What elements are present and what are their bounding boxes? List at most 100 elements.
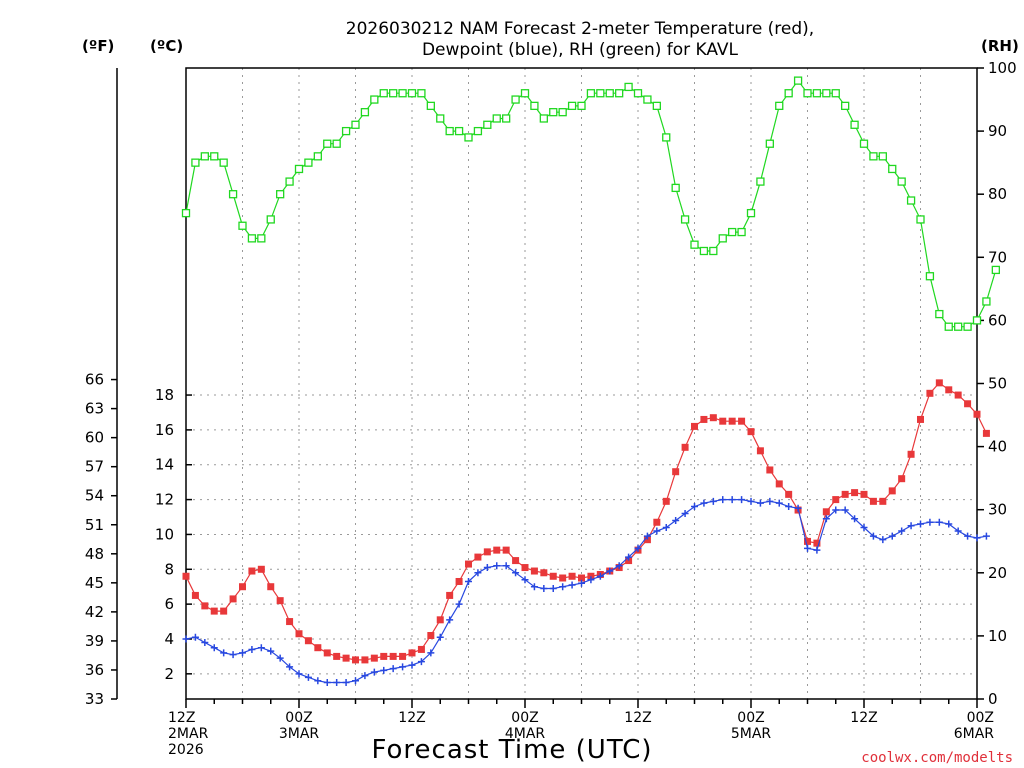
celsius-unit-label: (ºC) <box>150 37 183 55</box>
data-point-marker <box>417 89 426 98</box>
chart-title-line-2: Dewpoint (blue), RH (green) for KAVL <box>422 40 739 60</box>
data-point-marker <box>511 95 520 104</box>
data-point-marker <box>681 443 689 451</box>
data-point-marker <box>540 584 548 592</box>
rh-tick-label: 70 <box>988 248 1007 266</box>
data-point-marker <box>304 158 313 167</box>
data-point-marker <box>210 607 218 615</box>
data-point-marker <box>822 89 831 98</box>
rh-axis: 0 10 20 30 40 50 60 70 80 90 100 <box>977 59 1017 708</box>
data-point-marker <box>690 240 699 249</box>
data-point-marker <box>257 234 266 243</box>
data-point-marker <box>917 520 924 528</box>
data-point-marker <box>473 126 483 136</box>
data-point-marker <box>323 139 332 148</box>
data-point-marker <box>832 496 840 504</box>
data-point-marker <box>520 89 530 98</box>
data-point-marker <box>917 415 924 423</box>
data-point-marker <box>248 645 256 653</box>
data-point-marker <box>578 574 585 582</box>
data-point-marker <box>653 527 661 535</box>
celsius-tick-label: 16 <box>155 421 174 439</box>
data-point-marker <box>341 126 351 136</box>
data-point-marker <box>926 518 934 526</box>
data-point-marker <box>785 490 793 498</box>
data-point-marker <box>483 564 491 572</box>
data-point-marker <box>465 577 472 585</box>
data-point-marker <box>831 89 840 98</box>
data-point-marker <box>747 428 755 436</box>
data-point-marker <box>841 490 849 498</box>
data-point-marker <box>869 532 877 540</box>
data-point-marker <box>558 108 567 117</box>
data-point-marker <box>643 532 651 540</box>
celsius-tick-label: 4 <box>164 630 174 648</box>
data-point-marker <box>389 665 397 673</box>
data-point-marker <box>737 227 746 237</box>
celsius-tick-label: 18 <box>155 386 174 404</box>
data-point-marker <box>794 504 802 512</box>
rh-tick-label: 50 <box>988 375 1007 393</box>
data-point-marker <box>407 89 417 98</box>
fahrenheit-tick-label: 57 <box>85 458 104 476</box>
data-point-marker <box>615 562 623 570</box>
data-point-marker <box>907 450 915 458</box>
data-point-marker <box>465 560 472 568</box>
data-point-marker <box>869 152 878 161</box>
data-point-marker <box>210 644 218 652</box>
rh-tick-label: 100 <box>988 59 1017 77</box>
data-point-marker <box>888 487 896 495</box>
data-point-marker <box>201 638 209 646</box>
rh-tick-label: 10 <box>988 627 1007 645</box>
data-point-marker <box>577 101 586 111</box>
data-point-marker <box>954 391 962 399</box>
data-point-marker <box>229 651 237 659</box>
data-point-marker <box>624 82 633 92</box>
celsius-tick-label: 8 <box>164 560 174 578</box>
data-point-marker <box>342 654 350 662</box>
x-axis-label: Forecast Time (UTC) <box>371 735 652 765</box>
time-tick-label: 12Z <box>168 710 195 726</box>
data-point-marker <box>436 616 444 624</box>
data-point-marker <box>935 309 944 319</box>
data-point-marker <box>276 190 285 199</box>
data-point-marker <box>945 520 953 528</box>
data-point-marker <box>633 89 643 98</box>
data-point-marker <box>766 466 774 474</box>
celsius-tick-label: 12 <box>155 491 174 509</box>
data-point-marker <box>709 497 717 505</box>
chart-title-line-1: 2026030212 NAM Forecast 2-meter Temperat… <box>346 19 814 39</box>
data-point-marker <box>926 389 934 397</box>
data-point-marker <box>587 576 595 584</box>
data-point-marker <box>266 215 275 224</box>
data-point-marker <box>220 649 228 657</box>
data-point-marker <box>559 574 567 582</box>
data-point-marker <box>991 265 1000 275</box>
data-point-marker <box>756 447 764 455</box>
data-point-marker <box>944 322 953 331</box>
data-point-marker <box>973 410 981 418</box>
fahrenheit-tick-label: 51 <box>85 516 104 534</box>
data-point-marker <box>351 120 360 129</box>
data-point-marker <box>276 654 284 662</box>
data-point-marker <box>746 208 756 218</box>
data-point-marker <box>182 572 190 580</box>
data-point-marker <box>596 89 605 98</box>
data-point-marker <box>493 562 501 570</box>
data-point-marker <box>191 158 200 167</box>
fahrenheit-tick-label: 54 <box>85 487 104 505</box>
data-point-marker <box>502 546 510 554</box>
data-point-marker <box>370 668 378 676</box>
data-point-marker <box>267 583 275 591</box>
data-point-marker <box>935 379 943 387</box>
celsius-tick-label: 14 <box>155 456 174 474</box>
data-point-marker <box>182 635 190 643</box>
data-point-marker <box>191 633 199 641</box>
data-point-marker <box>634 544 642 552</box>
data-point-marker <box>445 126 454 136</box>
data-point-marker <box>804 537 811 545</box>
data-point-marker <box>812 89 822 98</box>
data-point-marker <box>822 515 830 523</box>
data-point-marker <box>380 652 388 660</box>
